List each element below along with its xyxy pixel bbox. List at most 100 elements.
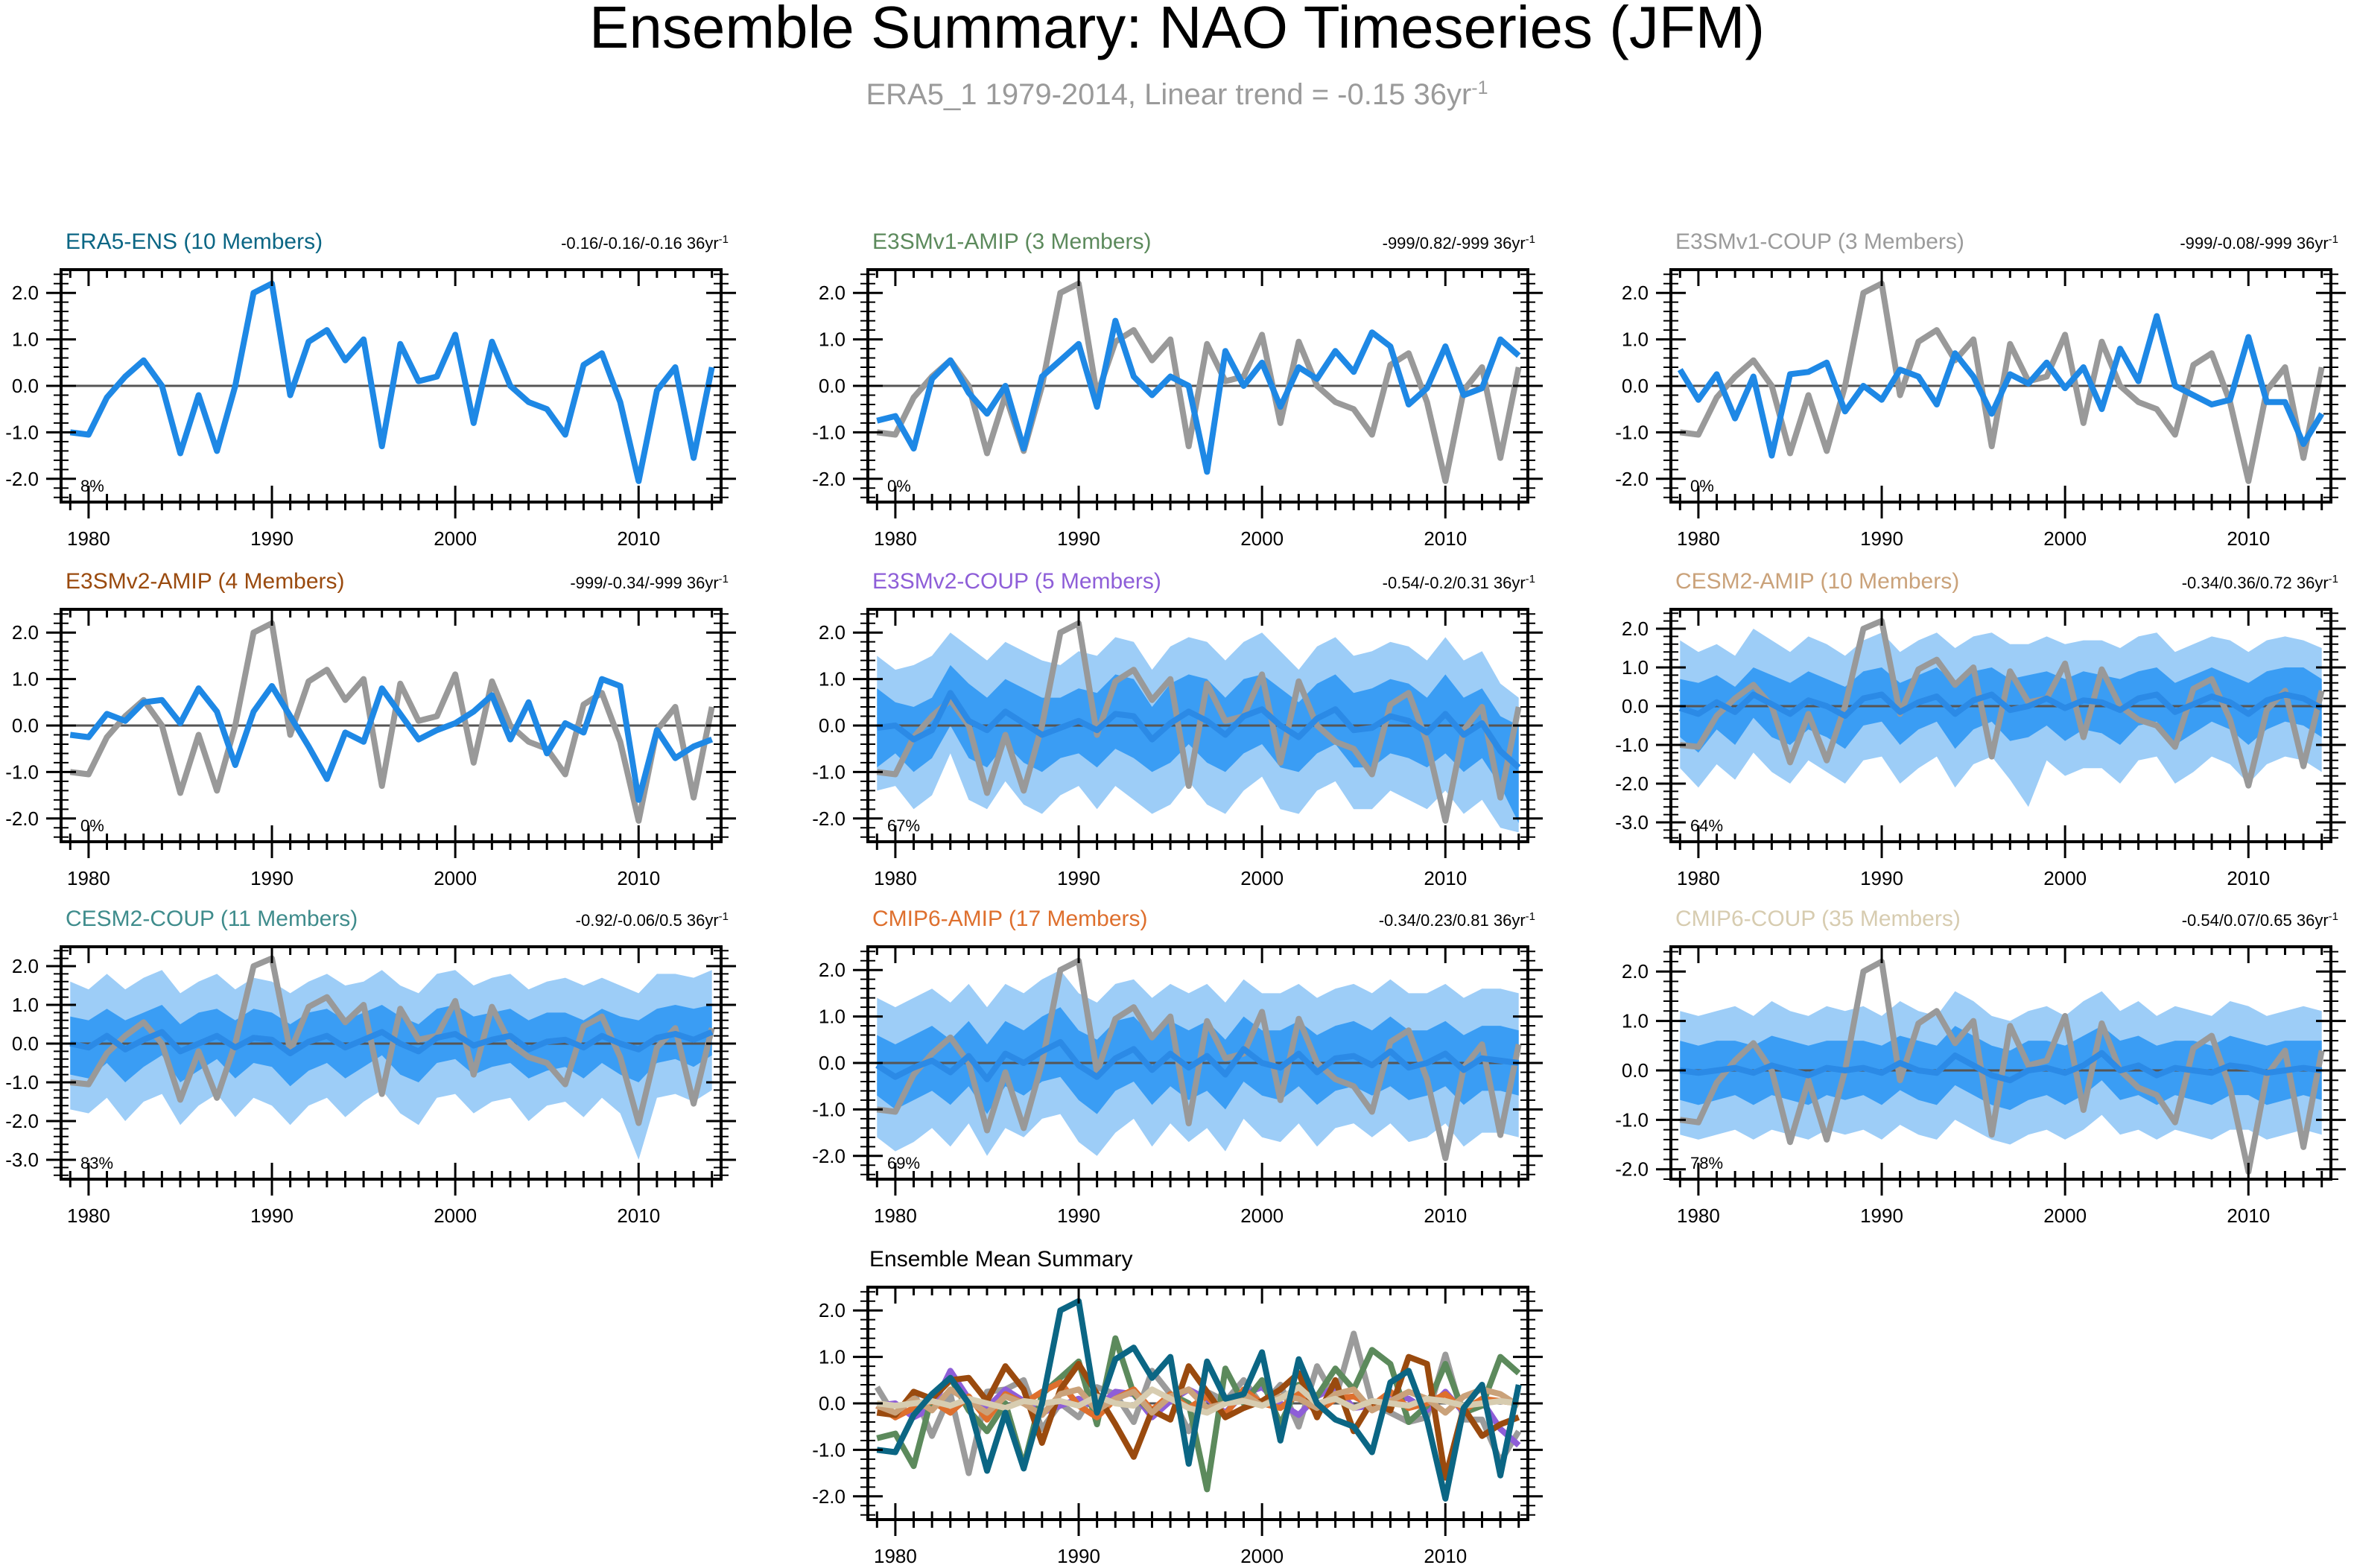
x-tick-label: 2000 [434,527,477,550]
y-tick-label: -2.0 [1615,772,1649,795]
y-tick-label: 2.0 [12,955,39,977]
x-tick-label: 2000 [1240,867,1284,889]
series-line-era5 [876,1298,1522,1502]
series-line-e3v2coup [876,1368,1521,1448]
x-tick-label: 2010 [2227,867,2270,889]
x-tick-label: 2010 [1424,867,1467,889]
panel-cmip6amip: 1980 1990 2000 2010 2.0 1.0 0.0 -1.0 -2.0 CMIP6-A… [812,907,1543,1227]
y-tick-label: 2.0 [1622,618,1649,640]
trend-label: -0.34/0.36/0.72 36yr-1 [2182,573,2338,593]
y-tick-label: 1.0 [12,994,39,1016]
x-tick-label: 2000 [1240,527,1284,550]
y-tick-label: -3.0 [1615,811,1649,834]
trend-value: -999/-0.34/-999 36yr [570,574,718,592]
x-tick-label: 2010 [1424,1204,1467,1227]
percent-label: 78% [1690,1154,1723,1172]
x-tick-label: 1980 [874,867,917,889]
percent-label: 69% [887,1154,920,1172]
trend-label: -0.92/-0.06/0.5 36yr-1 [576,910,729,930]
panel-title: CESM2-COUP (11 Members) [66,907,358,931]
panel-title: E3SMv2-COUP (5 Members) [872,569,1161,594]
y-tick-label: 2.0 [819,959,846,981]
x-tick-label: 2010 [617,867,660,889]
x-tick-label: 2010 [1424,1545,1467,1567]
trend-value: -0.16/-0.16/-0.16 36yr [561,234,719,253]
y-tick-label: 2.0 [819,1299,846,1321]
panel-title: Ensemble Mean Summary [869,1247,1132,1272]
y-tick-label: 0.0 [1622,1059,1649,1082]
panel-title: ERA5-ENS (10 Members) [66,229,323,254]
x-tick-label: 1990 [1860,867,1903,889]
x-tick-label: 1990 [1057,1204,1100,1227]
x-tick-label: 1990 [1057,527,1100,550]
x-tick-label: 1990 [250,867,294,889]
y-tick-label: 0.0 [819,1052,846,1074]
ensemble-mean-line [1679,1050,2323,1084]
ensemble-mean-line [69,280,715,484]
ensemble-mean-line [1677,313,2325,459]
ensemble-mean-line [876,317,1521,475]
ensemble-mean-line [69,676,714,803]
y-tick-label: -3.0 [5,1149,39,1171]
trend-label: -999/-0.34/-999 36yr-1 [570,573,729,593]
x-tick-label: 1990 [1057,867,1100,889]
y-tick-label: -1.0 [5,421,39,443]
trend-exponent: -1 [719,233,729,246]
panel-summary: 1980 1990 2000 2010 2.0 1.0 0.0 -1.0 -2.0 Ensembl… [812,1247,1543,1567]
y-tick-label: 1.0 [819,328,846,351]
y-tick-label: 0.0 [1622,695,1649,717]
trend-exponent: -1 [1526,573,1535,585]
y-tick-label: 2.0 [819,621,846,644]
panel-title: CMIP6-AMIP (17 Members) [872,907,1148,931]
percent-label: 67% [887,816,920,835]
x-tick-label: 1990 [1860,1204,1903,1227]
plot-area [868,620,1528,833]
trend-label: -0.34/0.23/0.81 36yr-1 [1379,910,1535,930]
x-tick-label: 1980 [67,1204,110,1227]
obs-line [876,280,1522,484]
x-tick-label: 1990 [1057,1545,1100,1567]
x-tick-label: 1980 [67,867,110,889]
y-tick-label: -1.0 [5,1071,39,1094]
plot-area [868,957,1528,1161]
y-tick-label: 0.0 [12,375,39,397]
obs-line [1679,618,2325,789]
trend-exponent: -1 [2329,573,2338,585]
trend-value: -999/-0.08/-999 36yr [2180,234,2328,253]
x-tick-label: 2010 [1424,527,1467,550]
trend-exponent: -1 [1526,233,1535,246]
plot-area [1671,280,2331,484]
x-tick-label: 1980 [1677,867,1720,889]
y-tick-label: -2.0 [1615,1158,1649,1181]
trend-label: -0.54/0.07/0.65 36yr-1 [2182,910,2338,930]
plot-area [1671,618,2331,807]
panel-era5: 1980 1990 2000 2010 2.0 1.0 0.0 -1.0 -2.0 ERA5-EN… [5,229,736,550]
y-tick-label: 2.0 [1622,960,1649,983]
y-tick-label: 0.0 [819,1392,846,1415]
panel-title: E3SMv2-AMIP (4 Members) [66,569,345,594]
panel-cmip6coup: 1980 1990 2000 2010 2.0 1.0 0.0 -1.0 -2.0 CMIP6-C… [1615,907,2346,1227]
y-tick-label: 1.0 [819,1006,846,1028]
trend-value: -0.92/-0.06/0.5 36yr [576,911,719,930]
panel-title: CESM2-AMIP (10 Members) [1675,569,1959,594]
x-tick-label: 1990 [250,1204,294,1227]
trend-label: -0.54/-0.2/0.31 36yr-1 [1383,573,1535,593]
trend-exponent: -1 [719,910,729,923]
y-tick-label: -2.0 [812,807,846,830]
y-tick-label: 2.0 [12,621,39,644]
y-tick-label: 1.0 [819,668,846,691]
obs-line [69,620,715,824]
panel-title: E3SMv1-COUP (3 Members) [1675,229,1964,254]
x-tick-label: 1980 [1677,1204,1720,1227]
obs-line [876,620,1522,824]
x-tick-label: 2000 [2043,867,2087,889]
plot-area [868,280,1528,484]
panel-grid: 1980 1990 2000 2010 2.0 1.0 0.0 -1.0 -2.0 ERA5-EN… [5,229,2346,1567]
trend-value: -0.54/0.07/0.65 36yr [2182,911,2329,930]
percent-label: 83% [80,1154,113,1172]
plot-frame [60,945,723,1181]
plot-area [61,955,721,1160]
x-tick-label: 1990 [1860,527,1903,550]
y-tick-label: 0.0 [819,375,846,397]
